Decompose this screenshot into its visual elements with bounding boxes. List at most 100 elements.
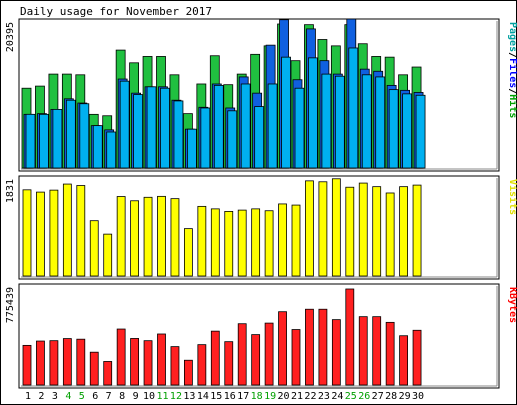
bar-visits-visits-13 (183, 228, 193, 277)
x-tick-label-6: 6 (92, 391, 98, 402)
bar-visits-visits-3 (49, 189, 59, 277)
x-tick-label-24: 24 (331, 391, 343, 402)
x-tick-label-16: 16 (224, 391, 236, 402)
bar-kbytes-kbytes-3 (49, 340, 59, 386)
bar-hits-pages-28 (388, 89, 399, 169)
bar-kbytes-kbytes-17 (237, 323, 247, 386)
bar-kbytes-kbytes-5 (76, 338, 86, 386)
bar-visits-visits-11 (157, 195, 166, 277)
bar-hits-pages-15 (213, 84, 224, 169)
bar-hits-pages-16 (227, 110, 238, 169)
bar-hits-pages-10 (146, 86, 157, 169)
x-tick-label-12: 12 (170, 391, 182, 402)
x-tick-label-19: 19 (264, 391, 276, 402)
x-tick-label-13: 13 (183, 391, 195, 402)
bar-visits-visits-12 (170, 198, 180, 277)
panel-kbytes-legend: KBytes (507, 287, 517, 323)
legend-hits-2: Files (507, 58, 517, 88)
bar-visits-visits-18 (251, 208, 261, 277)
bar-kbytes-kbytes-23 (318, 308, 328, 386)
bar-kbytes-kbytes-27 (372, 316, 382, 386)
bar-kbytes-kbytes-29 (399, 335, 409, 386)
bar-kbytes-kbytes-26 (358, 316, 368, 386)
bar-visits-visits-29 (399, 186, 409, 277)
x-tick-label-8: 8 (119, 391, 125, 402)
x-tick-label-23: 23 (318, 391, 330, 402)
bar-visits-visits-9 (130, 200, 140, 277)
bar-kbytes-kbytes-21 (291, 329, 301, 386)
bar-hits-pages-6 (92, 125, 103, 169)
bar-visits-visits-15 (210, 208, 220, 277)
bar-hits-pages-24 (334, 75, 345, 169)
x-tick-label-15: 15 (210, 391, 222, 402)
bar-hits-pages-11 (160, 87, 170, 169)
bar-hits-pages-17 (240, 83, 251, 169)
bar-visits-visits-17 (237, 209, 247, 277)
panel-kbytes-max-label: 775439 (5, 287, 16, 323)
bar-hits-pages-8 (119, 80, 130, 169)
bar-kbytes-kbytes-7 (103, 361, 113, 386)
bar-visits-visits-4 (62, 183, 72, 277)
legend-hits-4: Hits (507, 94, 517, 118)
bar-kbytes-kbytes-28 (385, 321, 395, 386)
bar-visits-visits-7 (103, 233, 113, 277)
x-tick-label-25: 25 (345, 391, 357, 402)
bar-kbytes-kbytes-15 (210, 330, 220, 386)
bar-kbytes-kbytes-30 (412, 329, 422, 386)
bar-kbytes-kbytes-20 (278, 311, 287, 386)
bar-hits-pages-4 (65, 99, 76, 169)
bar-hits-pages-14 (200, 107, 211, 169)
bar-kbytes-kbytes-6 (89, 351, 99, 386)
legend-hits-3: / (507, 88, 517, 94)
x-tick-label-29: 29 (399, 391, 411, 402)
bar-kbytes-kbytes-13 (183, 359, 193, 386)
bar-visits-visits-28 (385, 192, 395, 277)
x-tick-label-14: 14 (197, 391, 209, 402)
bar-visits-visits-5 (76, 185, 86, 277)
bar-visits-visits-27 (372, 186, 382, 277)
x-tick-label-4: 4 (65, 391, 71, 402)
bar-hits-pages-9 (133, 94, 144, 169)
bar-hits-pages-2 (39, 113, 49, 169)
bar-hits-pages-3 (52, 108, 63, 169)
bar-visits-visits-19 (264, 210, 274, 277)
bar-hits-pages-19 (267, 83, 278, 169)
bar-hits-pages-12 (173, 100, 184, 169)
x-tick-label-11: 11 (156, 391, 168, 402)
bar-hits-pages-22 (308, 57, 318, 169)
bar-kbytes-kbytes-22 (305, 308, 314, 386)
x-tick-label-26: 26 (358, 391, 370, 402)
x-tick-label-20: 20 (278, 391, 290, 402)
bar-visits-visits-22 (305, 180, 314, 277)
bar-visits-visits-24 (331, 178, 341, 277)
bar-kbytes-kbytes-9 (130, 338, 140, 386)
bar-kbytes-kbytes-16 (224, 341, 234, 386)
bar-visits-visits-21 (291, 204, 301, 277)
x-tick-label-10: 10 (143, 391, 155, 402)
bar-hits-pages-27 (375, 76, 386, 169)
bar-hits-pages-1 (25, 113, 36, 169)
bar-visits-visits-1 (22, 189, 32, 277)
legend-hits-0: Pages (507, 22, 517, 52)
bar-kbytes-kbytes-11 (157, 333, 166, 386)
legend-visits-0: Visits (507, 179, 517, 215)
x-tick-label-22: 22 (304, 391, 316, 402)
bar-hits-pages-26 (361, 74, 372, 169)
bar-kbytes-kbytes-18 (251, 334, 261, 386)
x-tick-label-27: 27 (372, 391, 384, 402)
bar-hits-pages-30 (415, 94, 426, 169)
legend-hits-1: / (507, 52, 517, 58)
bar-hits-pages-25 (348, 47, 359, 169)
bar-hits-pages-7 (106, 131, 117, 169)
panel-visits-max-label: 1831 (5, 179, 16, 203)
x-tick-label-1: 1 (25, 391, 31, 402)
bar-visits-visits-2 (36, 191, 45, 277)
bar-kbytes-kbytes-2 (36, 340, 45, 386)
x-tick-label-2: 2 (38, 391, 44, 402)
x-tick-label-17: 17 (237, 391, 249, 402)
bar-kbytes-kbytes-10 (143, 340, 153, 386)
x-tick-label-3: 3 (52, 391, 58, 402)
bar-hits-pages-20 (281, 56, 291, 169)
x-tick-label-21: 21 (291, 391, 303, 402)
